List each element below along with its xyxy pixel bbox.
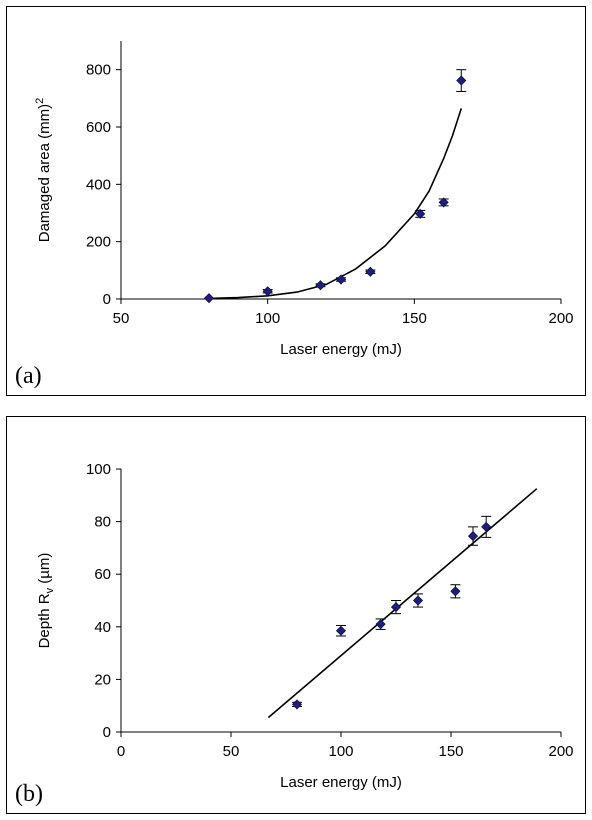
- x-tick-label: 0: [117, 743, 125, 760]
- y-axis-title-subscript: v: [44, 587, 56, 593]
- data-point: [335, 274, 347, 285]
- y-axis-title-superscript: 2: [34, 98, 46, 104]
- y-tick-label: 0: [103, 291, 111, 308]
- y-tick-label: 800: [86, 62, 111, 79]
- data-point: [412, 595, 424, 606]
- data-point: [203, 293, 215, 304]
- y-tick-label: 100: [86, 461, 111, 478]
- fit-line: [208, 108, 463, 300]
- x-tick-label: 50: [113, 310, 130, 327]
- x-tick-label: 100: [328, 743, 353, 760]
- panel-label-a: (a): [15, 363, 42, 389]
- y-tick-label: 40: [94, 619, 111, 636]
- data-point: [450, 586, 461, 597]
- y-axis-title-unit: (µm): [36, 553, 53, 588]
- x-tick-label: 200: [548, 743, 573, 760]
- data-point: [467, 530, 479, 542]
- chart-panel-a: 50 100 150 200 0 200 400 600 800 Laser energy (mJ…: [6, 6, 586, 396]
- y-tick-label: 60: [94, 566, 111, 583]
- panel-label-b: (b): [15, 781, 43, 807]
- y-tick-label: 80: [94, 514, 111, 531]
- x-axis-title: Laser energy (mJ): [280, 341, 402, 358]
- data-point: [291, 699, 303, 710]
- data-point: [335, 625, 347, 636]
- y-axis-title-main: Depth R: [36, 593, 53, 648]
- x-tick-label: 150: [438, 743, 463, 760]
- y-axis-title: Damaged area (mm)2: [34, 98, 53, 243]
- y-tick-label: 0: [103, 724, 111, 741]
- damaged-area-chart: 50 100 150 200 0 200 400 600 800 Laser energy (mJ…: [34, 41, 574, 358]
- data-point: [365, 266, 376, 277]
- x-tick-label: 150: [402, 310, 427, 327]
- data-point: [262, 286, 273, 297]
- y-tick-label: 20: [94, 671, 111, 688]
- data-point: [456, 75, 467, 86]
- y-axis-title: Depth Rv (µm): [36, 553, 56, 649]
- y-tick-label: 600: [86, 119, 111, 136]
- data-point: [315, 280, 326, 291]
- data-point: [438, 197, 449, 208]
- y-axis-title-main: Damaged area (mm): [36, 104, 53, 242]
- x-tick-label: 200: [548, 310, 573, 327]
- data-point: [375, 619, 386, 630]
- x-tick-label: 100: [255, 310, 280, 327]
- data-point: [415, 208, 426, 219]
- y-tick-label: 400: [86, 176, 111, 193]
- y-tick-label: 200: [86, 234, 111, 251]
- x-tick-label: 50: [223, 743, 240, 760]
- chart-panel-b: 0 50 100 150 200 0 20 40 60 80 100 Laser energy (mJ…: [6, 416, 586, 814]
- depth-chart: 0 50 100 150 200 0 20 40 60 80 100 Laser energy (mJ…: [36, 461, 574, 791]
- fit-line: [267, 488, 538, 719]
- x-axis-title: Laser energy (mJ): [280, 774, 402, 791]
- data-point: [390, 602, 402, 613]
- data-point: [481, 521, 492, 532]
